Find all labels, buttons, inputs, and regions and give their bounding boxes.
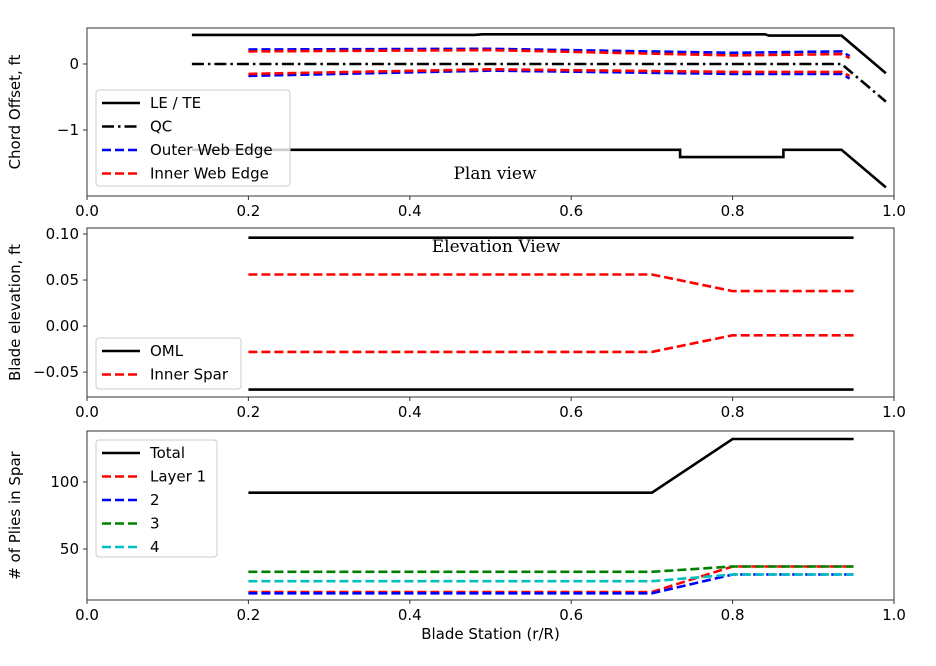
x-tick-label: 0.8	[721, 202, 745, 220]
x-tick-label: 0.8	[721, 606, 745, 624]
legend-box	[95, 89, 291, 187]
legend-label: 4	[150, 538, 160, 556]
x-tick-label: 0.0	[75, 606, 99, 624]
series-line-unnamed-3	[248, 333, 854, 354]
legend-label: Inner Spar	[150, 366, 229, 384]
legend-label: 3	[150, 515, 160, 533]
x-tick-label: 0.4	[398, 606, 422, 624]
series-line-unnamed-1	[191, 148, 887, 189]
y-tick-label: 50	[60, 540, 79, 558]
legend-label: Layer 1	[150, 468, 206, 486]
x-tick-label: 0.6	[559, 202, 583, 220]
y-axis-label: # of Plies in Spar	[6, 450, 24, 579]
y-axis-label: Blade elevation, ft	[6, 244, 24, 381]
annotation-text: Elevation View	[432, 237, 561, 257]
x-tick-label: 1.0	[882, 202, 906, 220]
legend: OML Inner Spar	[95, 337, 242, 390]
series-line-unnamed-4	[248, 69, 851, 80]
series-line-3	[248, 565, 854, 574]
axes-frame	[86, 27, 895, 197]
series-line-total	[248, 437, 854, 495]
x-axis-label: Blade Station (r/R)	[421, 625, 560, 643]
series-line-inner-spar	[248, 273, 854, 293]
legend-label: LE / TE	[150, 94, 201, 112]
y-tick-label: −0.05	[33, 363, 79, 381]
x-tick-label: 0.6	[559, 403, 583, 421]
y-tick-label: 0.00	[46, 317, 79, 335]
series-line-4	[248, 573, 854, 583]
annotation-text: Plan view	[453, 164, 536, 184]
legend-label: 2	[150, 491, 160, 509]
legend-label: Total	[149, 444, 185, 462]
legend-label: Outer Web Edge	[150, 141, 273, 159]
series-line-inner-web-edge	[248, 48, 851, 60]
y-tick-label: −1	[57, 121, 79, 139]
series-line-2	[248, 573, 854, 595]
x-tick-label: 0.2	[236, 202, 260, 220]
y-tick-label: 100	[50, 473, 79, 491]
subplot-1: 0.0 0.2 0.4 0.6 0.8 1.0 0 −1 Chord Offset, ft Pla…	[6, 27, 906, 220]
subplot-2: 0.0 0.2 0.4 0.6 0.8 1.0 0.10 0.05 0.00 −0.05 Blade…	[6, 225, 906, 421]
x-tick-label: 0.4	[398, 403, 422, 421]
subplot-3: 0.0 0.2 0.4 0.6 0.8 1.0 100 50 # of Plies in Spa…	[6, 430, 906, 643]
x-tick-label: 0.2	[236, 606, 260, 624]
x-tick-label: 0.2	[236, 403, 260, 421]
x-tick-label: 1.0	[882, 403, 906, 421]
x-tick-label: 0.8	[721, 403, 745, 421]
x-tick-label: 0.0	[75, 403, 99, 421]
legend: Total Layer 1 2 3 4	[95, 439, 218, 558]
series-line-layer-1	[248, 565, 854, 594]
y-axis-label: Chord Offset, ft	[6, 54, 24, 169]
legend-label: Inner Web Edge	[150, 165, 269, 183]
y-tick-label: 0.05	[46, 271, 79, 289]
series-line-le-te	[191, 32, 887, 75]
series-line-unnamed-6	[248, 67, 851, 78]
x-tick-label: 0.0	[75, 202, 99, 220]
x-tick-label: 1.0	[882, 606, 906, 624]
x-tick-label: 0.4	[398, 202, 422, 220]
x-tick-label: 0.6	[559, 606, 583, 624]
series-line-outer-web-edge	[248, 47, 851, 58]
legend-box	[95, 439, 218, 558]
axes-frame	[86, 430, 895, 601]
legend-label: OML	[150, 342, 184, 360]
y-tick-label: 0.10	[46, 225, 79, 243]
legend: LE / TE QC Outer Web Edge Inner Web Edge	[95, 89, 291, 187]
y-tick-label: 0	[69, 55, 79, 73]
legend-label: QC	[150, 118, 172, 136]
axes-frame	[86, 227, 895, 398]
